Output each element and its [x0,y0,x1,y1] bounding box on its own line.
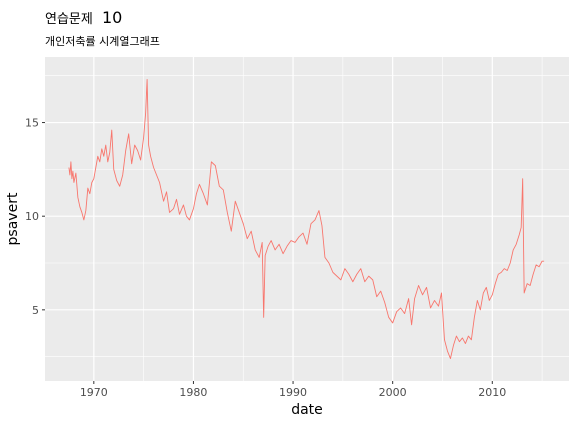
chart-subtitle: 개인저축률 시계열그래프 [45,35,160,48]
grid-minor [45,57,569,381]
y-tick-label-10: 10 [25,210,39,223]
y-axis: 5 10 15 [25,117,45,317]
plot-panel [45,57,569,381]
y-tick-label-5: 5 [32,304,39,317]
x-tick-label-1970: 1970 [80,386,108,399]
x-tick-label-1990: 1990 [279,386,307,399]
x-axis-title: date [291,402,323,418]
chart-title-main: 연습문제 [45,12,93,27]
y-axis-title: psavert [5,192,21,245]
x-tick-label-2010: 2010 [478,386,506,399]
x-tick-label-1980: 1980 [179,386,207,399]
grid-major [45,57,569,381]
series-line-psavert [68,79,545,359]
x-tick-label-2000: 2000 [379,386,407,399]
chart-title: 연습문제 10 [45,8,122,27]
chart-title-number: 10 [102,8,122,27]
x-axis: 1970 1980 1990 2000 2010 [80,381,506,399]
y-tick-label-15: 15 [25,117,39,130]
